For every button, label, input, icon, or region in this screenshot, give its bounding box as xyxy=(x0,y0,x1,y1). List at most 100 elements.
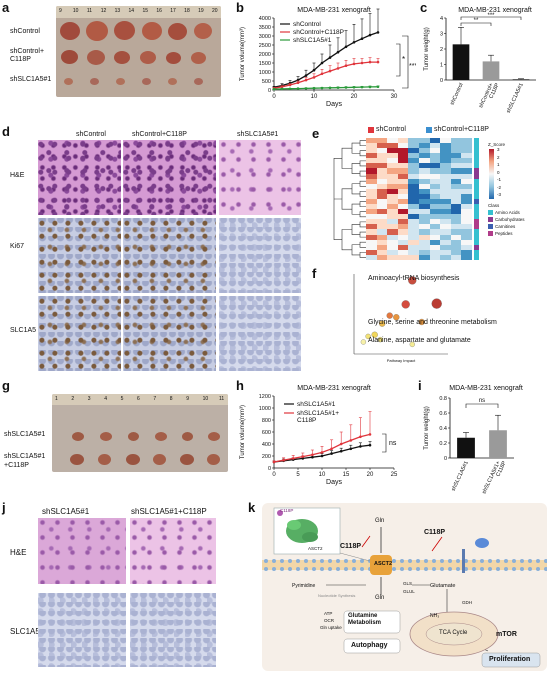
heatmap-cell xyxy=(429,143,441,149)
class-cell xyxy=(474,214,479,220)
heatmap-cell xyxy=(440,234,451,240)
asct2-label: ASCT2 xyxy=(374,561,393,567)
bar-1 xyxy=(489,430,507,458)
y-tick-label: 0.6 xyxy=(439,411,447,417)
ki67-image-shcontrol-c118p xyxy=(123,218,216,293)
ruler-tick-label: 8 xyxy=(169,396,173,402)
heatmap-cell xyxy=(429,148,441,154)
ruler xyxy=(56,6,221,18)
heatmap-cell xyxy=(408,249,419,255)
mechanism-diagram: C118P ASCT2 C118P C118P Gln ASCT2 Gln GL… xyxy=(262,503,547,671)
heatmap-cell xyxy=(387,138,398,144)
bubble-5 xyxy=(418,318,425,326)
class-legend: Amino Acids Carbohydrates Carnitines Peptid… xyxy=(488,210,548,242)
heatmap-cell xyxy=(419,244,430,250)
heatmap-cell xyxy=(376,219,388,225)
panel-label-j: j xyxy=(2,500,6,515)
heatmap-cell xyxy=(440,249,451,255)
heatmap-cell xyxy=(387,254,398,260)
data-point xyxy=(376,85,380,89)
heatmap-cell xyxy=(408,138,419,144)
class-cell xyxy=(474,168,479,174)
x-tick-label: 15 xyxy=(343,472,350,478)
bubble-7 xyxy=(371,331,378,338)
heatmap-cell xyxy=(387,198,398,205)
bubble-6 xyxy=(379,320,386,327)
dendrogram xyxy=(333,140,366,258)
data-point xyxy=(328,86,332,90)
sig-bracket xyxy=(465,403,499,408)
x-tick-label: 0 xyxy=(272,472,276,478)
heatmap-cell xyxy=(366,209,377,215)
row-label-he: H&E xyxy=(10,172,25,179)
heatmap-cell xyxy=(461,193,472,199)
ruler-tick-label: 3 xyxy=(87,396,91,402)
heatmap-cell xyxy=(440,254,451,260)
ruler-tick-label: 11 xyxy=(219,396,225,402)
heatmap-cell xyxy=(429,138,441,144)
data-point xyxy=(368,60,372,64)
data-point xyxy=(376,31,380,34)
heatmap-cell xyxy=(387,234,398,240)
legend-label: C118P xyxy=(297,417,316,424)
heatmap-cell xyxy=(397,229,409,235)
heatmap-cell xyxy=(429,183,441,189)
class-cell xyxy=(474,138,479,144)
c118p-label-left: C118P xyxy=(340,543,362,550)
data-point xyxy=(291,457,295,460)
class-cell xyxy=(474,229,479,235)
heatmap-cell xyxy=(450,138,462,144)
heatmap-cell xyxy=(440,198,451,205)
heatmap-cell xyxy=(450,244,462,250)
sig-bracket xyxy=(396,43,401,77)
zscore-ticks: 3 2 1 0 -1 -2 -3 xyxy=(497,147,509,201)
heatmap-cell xyxy=(376,153,388,159)
sig-bracket xyxy=(460,16,522,20)
heatmap-cell xyxy=(387,153,398,159)
y-axis-label: Tumor weight(g) xyxy=(424,406,430,449)
heatmap-cell xyxy=(440,229,451,235)
x-tick-label: 30 xyxy=(391,94,398,100)
y-tick-label: 0 xyxy=(444,456,447,462)
zscore-tick-label: -2 xyxy=(497,184,502,190)
sig-label: ** xyxy=(474,18,479,24)
class-cell xyxy=(474,224,479,230)
heatmap-cell xyxy=(376,224,388,230)
data-point xyxy=(301,455,305,458)
heatmap-cell xyxy=(376,178,388,184)
heatmap-cell xyxy=(450,209,462,215)
heatmap-cell xyxy=(450,239,462,245)
heatmap-cell xyxy=(387,224,398,230)
sig-label: * xyxy=(402,55,405,64)
ruler-ticks: 9 10 11 12 13 14 15 16 17 18 19 20 xyxy=(56,7,221,17)
ruler-tick-label: 10 xyxy=(72,8,79,14)
data-point xyxy=(304,78,308,82)
heatmap-cell xyxy=(408,178,419,184)
data-point xyxy=(352,62,356,66)
panel-label-f: f xyxy=(312,266,317,281)
nh3-label: NH₃ xyxy=(430,613,440,619)
heatmap-cell xyxy=(450,204,462,210)
heatmap-cell xyxy=(419,163,430,169)
heatmap-cell xyxy=(419,204,430,210)
heatmap-cell xyxy=(376,168,388,174)
class-label: Amino Acids xyxy=(495,210,520,215)
heatmap-cell xyxy=(408,148,419,154)
heatmap-cell xyxy=(450,168,462,174)
ruler-tick-label: 4 xyxy=(104,396,107,402)
heatmap-cell xyxy=(450,178,462,184)
heatmap-cell xyxy=(366,138,377,144)
class-cell xyxy=(474,234,479,240)
heatmap-cell xyxy=(408,153,419,159)
ruler-tick-label: 15 xyxy=(142,8,149,14)
ki67-image-shcontrol xyxy=(38,218,121,293)
data-point xyxy=(311,455,314,459)
membrane xyxy=(262,560,547,570)
y-tick-label: 600 xyxy=(262,430,271,436)
zscore-title: Z_Score xyxy=(488,142,506,147)
group-label-shslc1a5: shSLC1A5#1 xyxy=(10,76,52,83)
y-tick-label: 200 xyxy=(262,454,271,460)
autophagy-label: Autophagy xyxy=(351,642,388,649)
heatmap-cell xyxy=(429,239,441,245)
y-tick-label: 0.2 xyxy=(439,441,447,447)
